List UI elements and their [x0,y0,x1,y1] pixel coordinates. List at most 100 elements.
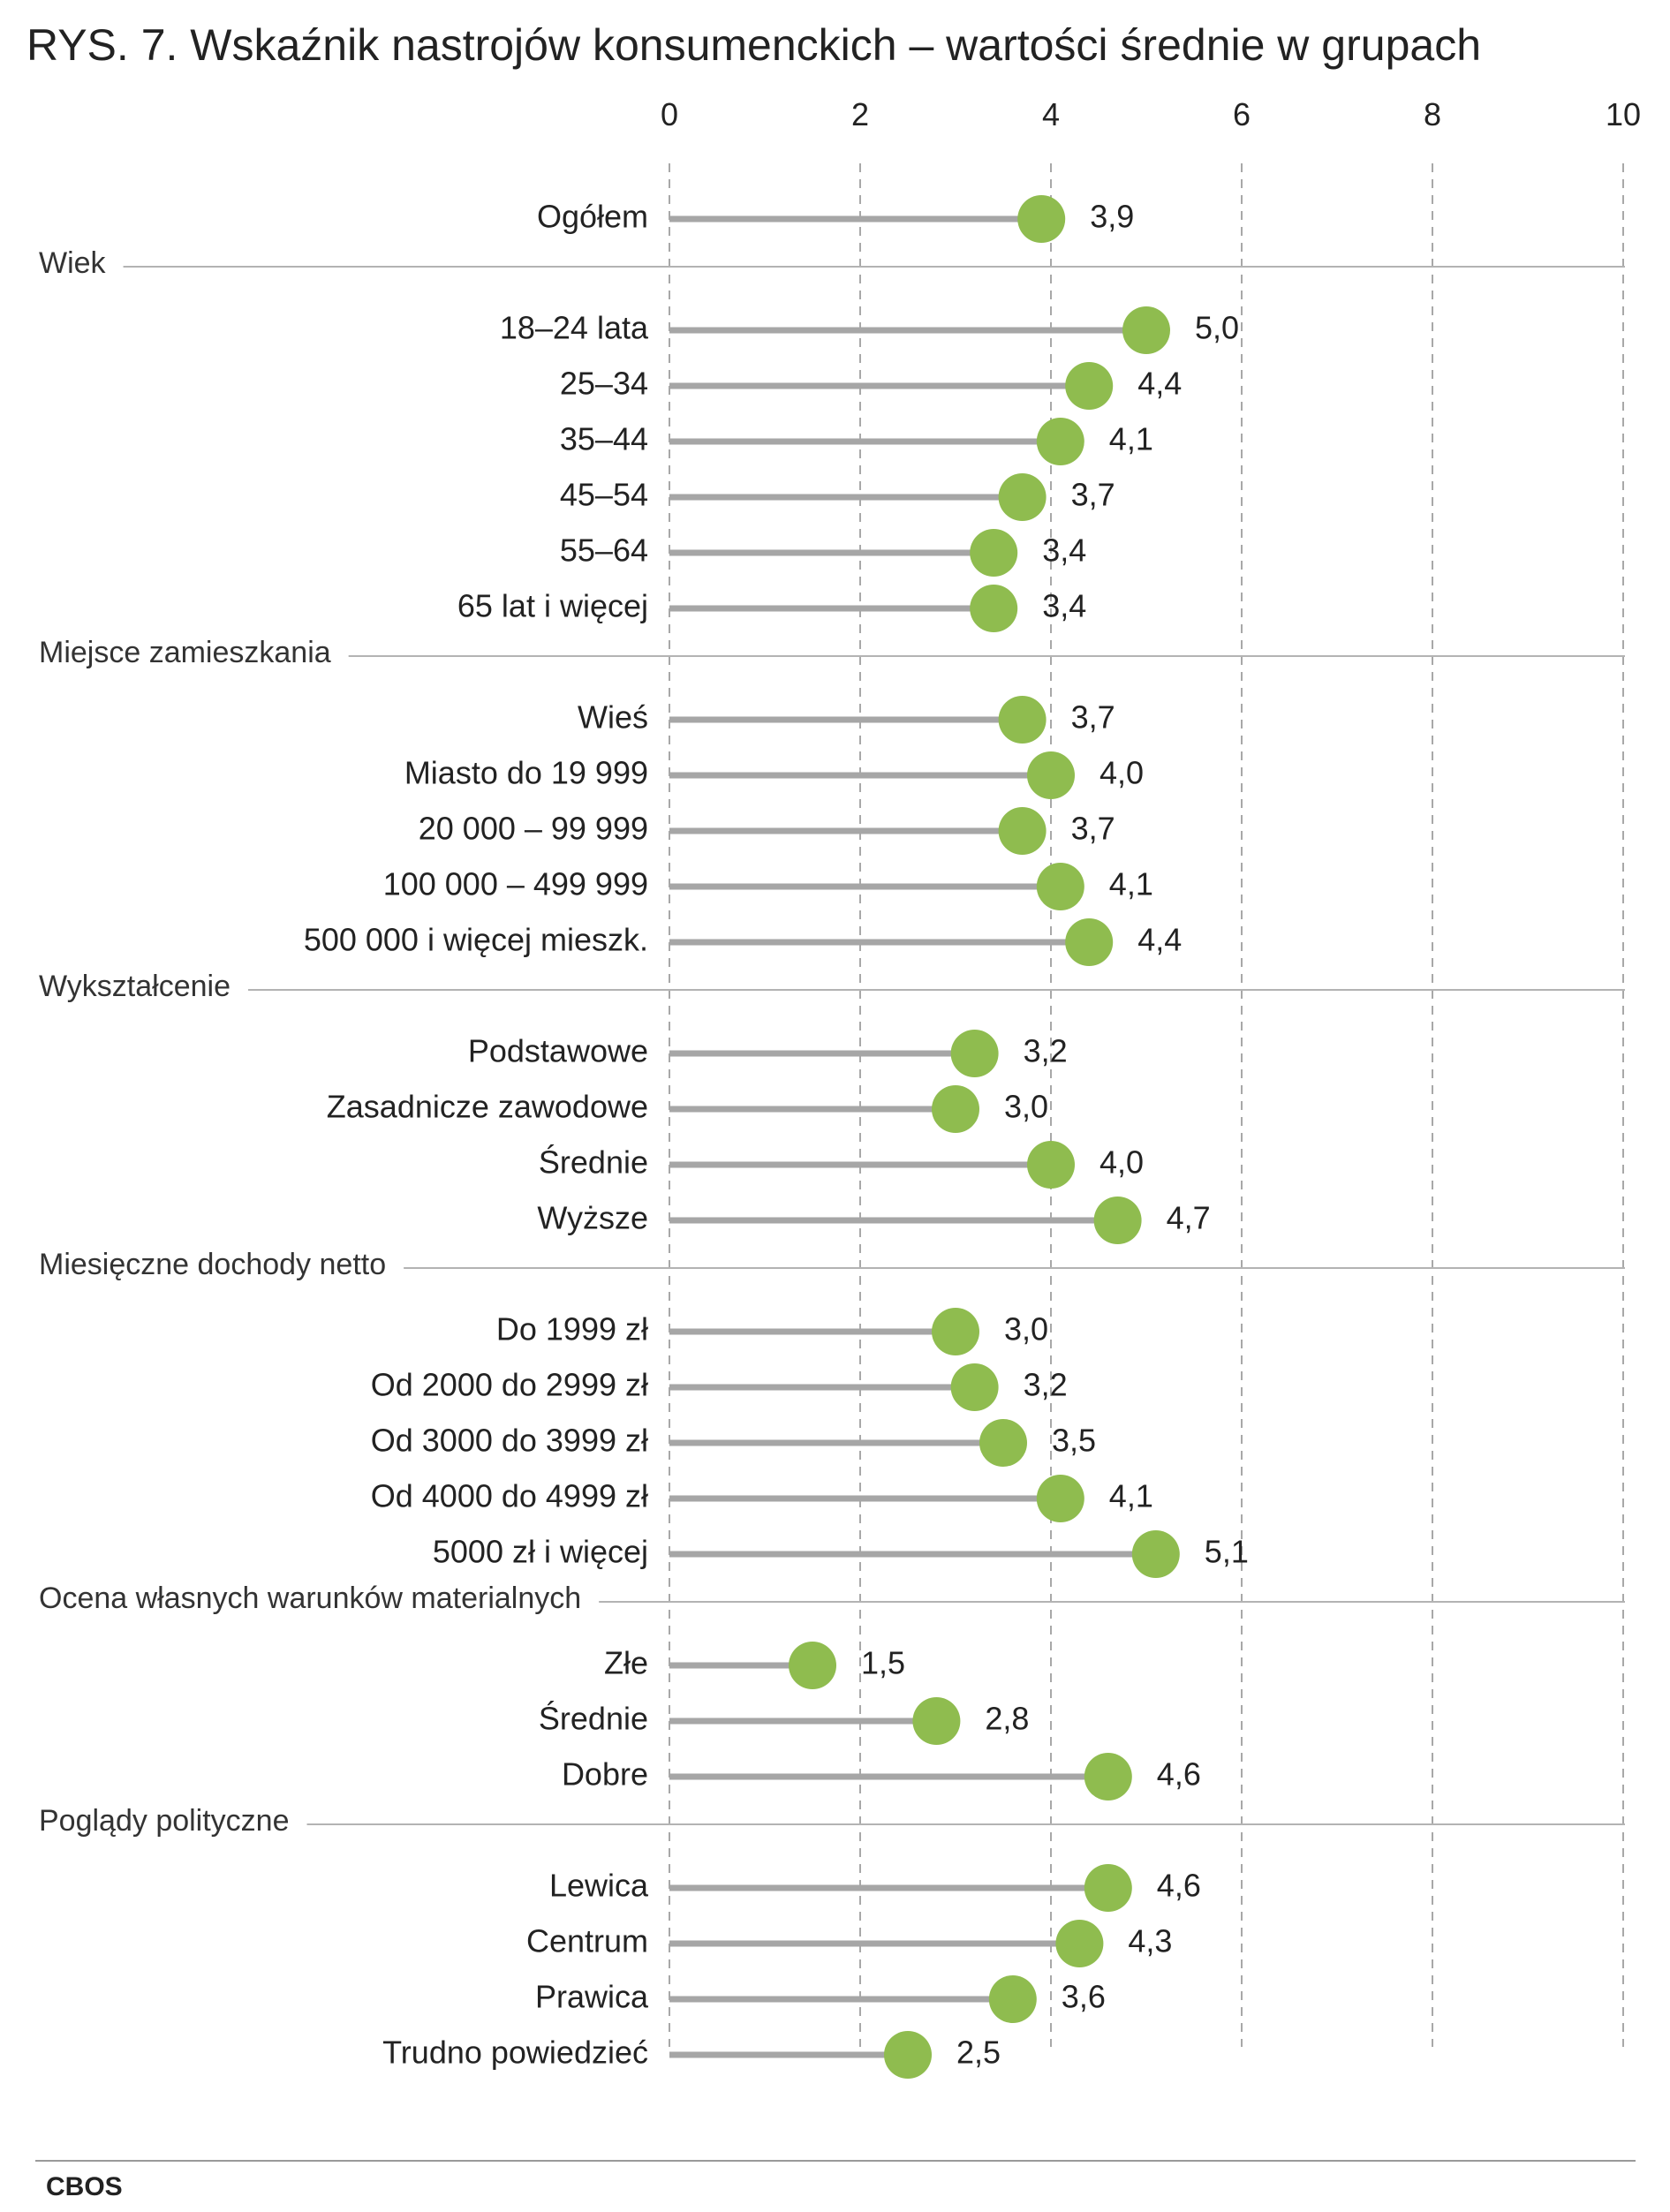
value-label: 4,1 [1109,1478,1153,1514]
category-label: Podstawowe [468,1033,648,1069]
category-label: Złe [604,1645,648,1681]
stems [669,215,1156,2058]
value-label: 5,0 [1195,310,1239,346]
markers [789,195,1180,2079]
x-tick-label: 4 [1042,96,1060,132]
value-label: 2,5 [956,2035,1001,2071]
value-label: 4,1 [1109,421,1153,457]
marker [1122,306,1170,354]
group-label: Wykształcenie [39,970,230,1003]
marker [1131,1530,1180,1578]
chart-title: RYS. 7. Wskaźnik nastrojów konsumenckich… [26,20,1481,70]
source-divider [35,2160,1636,2162]
category-label: Ogółem [537,199,648,235]
value-label: 4,4 [1137,922,1182,958]
value-label: 3,6 [1062,1979,1106,2015]
lollipop-chart: 0 2 4 6 8 10 Ogółem 3,9 Wiek 18–24 lata 5,0 25–34 4,… [39,96,1641,2079]
category-label: Do 1999 zł [496,1311,648,1348]
marker [1036,1475,1084,1522]
value-label: 4,1 [1109,866,1153,902]
value-label: 3,0 [1004,1311,1048,1348]
marker [912,1697,961,1745]
category-label: 5000 zł i więcej [433,1534,648,1570]
value-label: 3,2 [1024,1367,1068,1403]
marker [998,807,1047,855]
value-label: 3,4 [1042,532,1086,569]
marker [1084,1864,1132,1912]
marker [1093,1197,1142,1244]
category-label: Lewica [549,1868,649,1904]
category-label: Centrum [526,1923,648,1959]
value-label: 3,0 [1004,1089,1048,1125]
category-label: Zasadnicze zawodowe [327,1089,648,1125]
value-label: 3,7 [1071,699,1115,736]
x-tick-label: 0 [661,96,678,132]
category-label: Od 2000 do 2999 zł [371,1367,648,1403]
gridlines [669,163,1624,2047]
source-label: CBOS [46,2172,123,2201]
marker [1065,918,1114,966]
marker [998,473,1047,521]
value-label: 4,6 [1157,1868,1201,1904]
category-label: Dobre [562,1756,648,1793]
marker [998,696,1047,744]
marker [932,1085,979,1133]
value-label: 4,0 [1099,755,1144,791]
value-label: 3,4 [1042,588,1086,624]
marker [950,1363,999,1411]
value-label: 4,7 [1167,1200,1211,1236]
value-label: 1,5 [861,1645,905,1681]
category-label: Prawica [535,1979,649,2015]
value-label: 4,4 [1137,366,1182,402]
value-label: 5,1 [1205,1534,1249,1570]
x-tick-label: 10 [1606,96,1641,132]
value-label: 3,2 [1024,1033,1068,1069]
group-label: Poglądy polityczne [39,1804,290,1838]
category-label: Średnie [539,1700,648,1737]
group-label: Miesięczne dochody netto [39,1248,386,1281]
value-label: 2,8 [985,1701,1029,1737]
value-label: 4,3 [1128,1923,1172,1959]
marker [950,1030,999,1077]
x-tick-label: 8 [1424,96,1441,132]
category-label: 20 000 – 99 999 [419,811,648,847]
marker [1027,751,1075,799]
value-label: 3,5 [1052,1423,1096,1459]
marker [932,1308,979,1355]
marker [1036,863,1084,910]
marker [1084,1753,1132,1801]
value-label: 3,7 [1071,477,1115,513]
category-label: 25–34 [560,366,648,402]
group-separators [123,266,1625,1825]
category-label: 500 000 i więcej mieszk. [304,922,648,958]
category-label: Od 4000 do 4999 zł [371,1478,648,1514]
marker [789,1642,836,1689]
category-label: Wieś [578,699,648,736]
marker [979,1419,1027,1467]
value-label: 3,9 [1090,199,1134,235]
marker [988,1975,1037,2023]
value-label: 4,0 [1099,1144,1144,1181]
category-label: 45–54 [560,477,648,513]
category-label: Wyższe [537,1200,648,1236]
group-label: Ocena własnych warunków materialnych [39,1582,581,1615]
marker [1065,362,1114,410]
marker [970,529,1018,577]
category-label: Średnie [539,1144,648,1181]
category-label: 18–24 lata [500,310,649,346]
category-label: 65 lat i więcej [457,588,648,624]
group-label: Miejsce zamieszkania [39,636,331,669]
value-label: 3,7 [1071,811,1115,847]
category-label: 55–64 [560,532,648,569]
x-tick-label: 2 [851,96,869,132]
value-label: 4,6 [1157,1756,1201,1793]
labels: 0 2 4 6 8 10 Ogółem 3,9 Wiek 18–24 lata 5,0 25–34 4,… [39,96,1641,2071]
marker [884,2031,932,2079]
marker [1017,195,1066,243]
marker [1055,1920,1104,1967]
marker [1027,1141,1075,1189]
category-label: Miasto do 19 999 [404,755,648,791]
category-label: 100 000 – 499 999 [383,866,648,902]
marker [1036,418,1084,465]
marker [970,585,1018,632]
